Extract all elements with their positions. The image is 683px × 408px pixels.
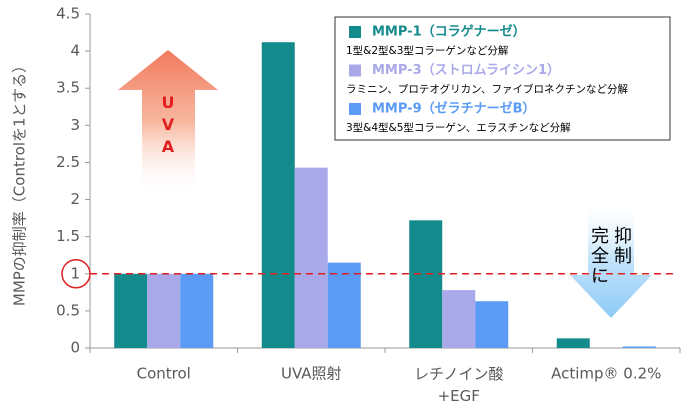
bar <box>147 273 181 348</box>
bar <box>261 42 295 349</box>
bar <box>622 346 656 348</box>
y-tick-label: 1 <box>70 264 80 282</box>
bar <box>180 273 214 348</box>
reference-circle <box>61 259 91 289</box>
y-tick-label: 3 <box>70 116 80 134</box>
legend-description: ラミニン、プロテオグリカン、ファイブロネクチンなど分解 <box>346 83 629 96</box>
bar <box>409 220 443 348</box>
legend-box <box>334 16 671 141</box>
y-tick-label: 2 <box>70 190 80 208</box>
x-tick-label: Actimp® 0.2% <box>551 365 661 383</box>
y-axis-label: MMPの抑制率（Controlを1とする） <box>11 58 29 306</box>
bar <box>556 338 590 348</box>
legend-swatch <box>349 64 361 77</box>
legend-description: 1型&2型&3型コラーゲンなど分解 <box>346 44 509 57</box>
bar <box>442 290 476 348</box>
annotation: 完全に抑制 <box>591 226 632 287</box>
legend-swatch <box>349 103 361 115</box>
y-tick-label: 4 <box>70 42 80 60</box>
bar <box>114 273 148 348</box>
bar <box>294 167 328 348</box>
legend-label: MMP-3（ストロムライシン1） <box>372 62 560 78</box>
y-tick-label: 4.5 <box>56 5 80 23</box>
x-tick-label: UVA照射 <box>281 365 342 383</box>
y-tick-label: 0 <box>70 339 80 357</box>
suppress-arrow <box>570 198 652 318</box>
y-tick-label: 1.5 <box>56 227 80 245</box>
uva-arrow <box>118 50 218 195</box>
legend-label: MMP-9（ゼラチナーゼB） <box>372 101 536 117</box>
legend-label: MMP-1（コラゲナーゼ） <box>372 24 526 40</box>
legend-swatch <box>349 26 361 38</box>
bar <box>475 301 509 348</box>
y-tick-label: 2.5 <box>56 153 80 171</box>
bar <box>327 262 361 348</box>
x-tick-label: レチノイン酸+EGF <box>414 365 504 405</box>
x-tick-label: Control <box>137 365 191 383</box>
y-tick-label: 3.5 <box>56 79 80 97</box>
y-tick-label: 0.5 <box>56 301 80 319</box>
legend-description: 3型&4型&5型コラーゲン、エラスチンなど分解 <box>346 121 571 134</box>
